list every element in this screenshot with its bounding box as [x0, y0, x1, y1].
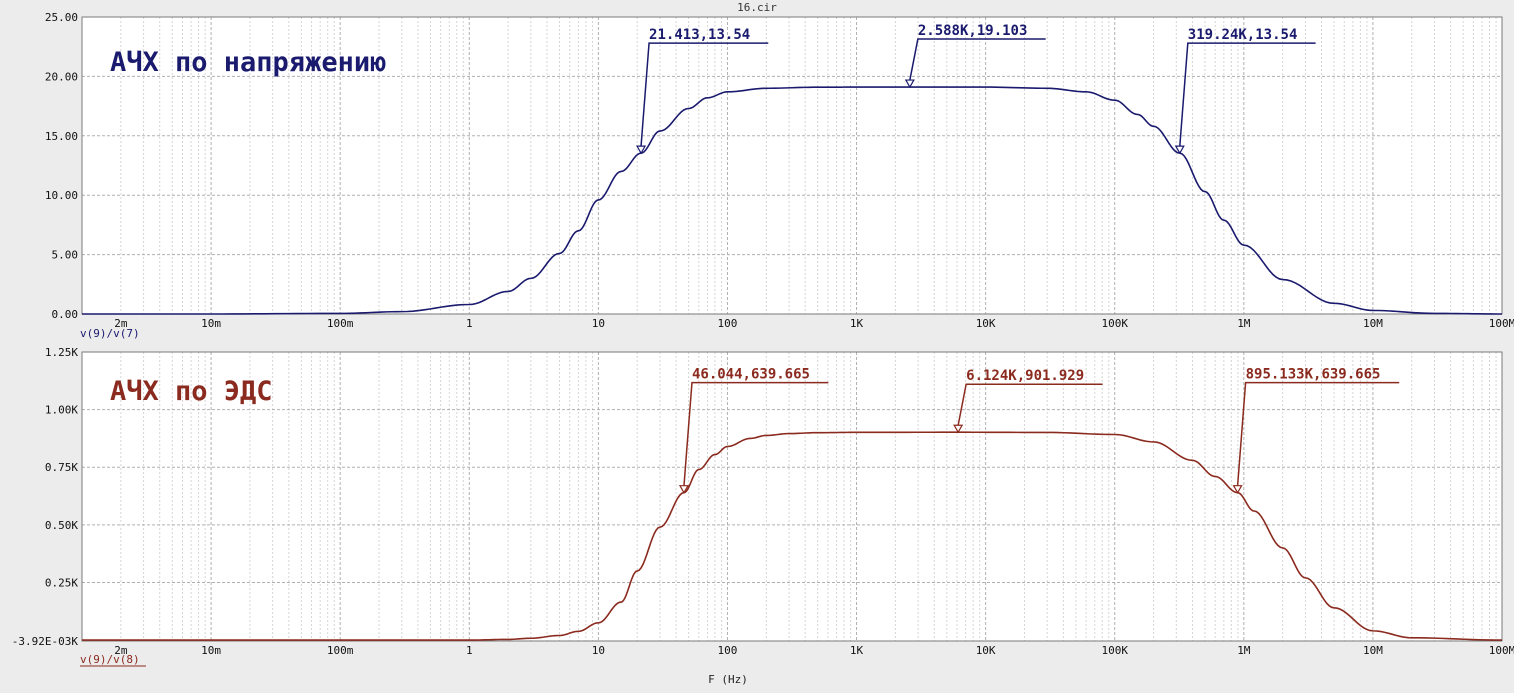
- marker-triangle: [904, 79, 915, 89]
- x-tick-label: 10: [592, 644, 605, 657]
- x-tick-label: 10m: [201, 317, 221, 330]
- marker-callout-line: [1236, 381, 1400, 486]
- x-tick-label: 100: [718, 644, 738, 657]
- y-tick-label: 5.00: [52, 249, 79, 262]
- y-tick-label: 1.25K: [45, 346, 78, 359]
- y-tick-label: 0.25K: [45, 576, 78, 589]
- x-tick-label: 100M: [1489, 317, 1514, 330]
- plot-area: [82, 352, 1502, 641]
- marker-label: 6.124K,901.929: [966, 368, 1084, 384]
- marker-label: 46.044,639.665: [692, 367, 810, 383]
- chart-annotation-title: АЧХ по напряжению: [110, 47, 386, 78]
- marker-callout-line: [1179, 42, 1316, 147]
- x-tick-label: 100: [718, 317, 738, 330]
- y-tick-label: 15.00: [45, 130, 78, 143]
- trace-label: v(9)/v(8): [80, 653, 140, 666]
- marker-callout-line: [909, 38, 1046, 81]
- y-tick-label: -3.92E-03K: [12, 635, 79, 648]
- x-tick-label: 1K: [850, 644, 864, 657]
- x-tick-label: 1: [466, 644, 473, 657]
- x-tick-label: 2m: [114, 644, 128, 657]
- plot-frame: [81, 16, 1503, 315]
- y-tick-label: 1.00K: [45, 404, 78, 417]
- x-tick-label: 10: [592, 317, 605, 330]
- x-tick-label: 10K: [976, 644, 996, 657]
- marker-label: 2.588K,19.103: [918, 23, 1028, 39]
- marker-callout-line: [683, 381, 829, 486]
- marker-triangle: [1174, 145, 1185, 155]
- trace-label: v(9)/v(7): [80, 327, 140, 340]
- marker-label: 319.24K,13.54: [1188, 27, 1298, 43]
- x-tick-label: 2m: [114, 317, 128, 330]
- top-plot-panel: 0.00 5.00 10.00 15.00 20.00 25.00 2m 10m 100m 1 10…: [45, 11, 1514, 340]
- y-tick-label: 0.00: [52, 308, 79, 321]
- x-tick-label: 100M: [1489, 644, 1514, 657]
- x-tick-label: 100K: [1101, 644, 1128, 657]
- x-tick-label: 1: [466, 317, 473, 330]
- x-tick-label: 1M: [1237, 317, 1251, 330]
- x-tick-label: 10m: [201, 644, 221, 657]
- y-tick-label: 0.75K: [45, 461, 78, 474]
- plot-frame: [81, 351, 1503, 642]
- y-tick-label: 0.50K: [45, 519, 78, 532]
- x-axis-label: F (Hz): [708, 673, 748, 686]
- x-tick-label: 100m: [327, 317, 354, 330]
- y-tick-label: 10.00: [45, 189, 78, 202]
- x-tick-label: 100K: [1101, 317, 1128, 330]
- x-tick-label: 10M: [1363, 644, 1383, 657]
- y-tick-label: 20.00: [45, 70, 78, 83]
- x-tick-label: 1M: [1237, 644, 1251, 657]
- series-line: [82, 86, 1503, 315]
- marker-triangle: [636, 145, 647, 155]
- marker-label: 895.133K,639.665: [1246, 367, 1381, 383]
- x-tick-label: 10K: [976, 317, 996, 330]
- file-title: 16.cir: [737, 1, 777, 14]
- marker-label: 21.413,13.54: [649, 27, 750, 43]
- y-tick-label: 25.00: [45, 11, 78, 24]
- x-tick-label: 10M: [1363, 317, 1383, 330]
- series-line: [82, 431, 1503, 641]
- marker-callout-line: [957, 383, 1103, 426]
- marker-callout-line: [640, 42, 769, 147]
- bottom-plot-panel: -3.92E-03K 0.25K 0.50K 0.75K 1.00K 1.25K 2m 10m…: [12, 346, 1514, 667]
- x-tick-label: 100m: [327, 644, 354, 657]
- chart-annotation-title: АЧХ по ЭДС: [110, 376, 273, 407]
- x-tick-label: 1K: [850, 317, 864, 330]
